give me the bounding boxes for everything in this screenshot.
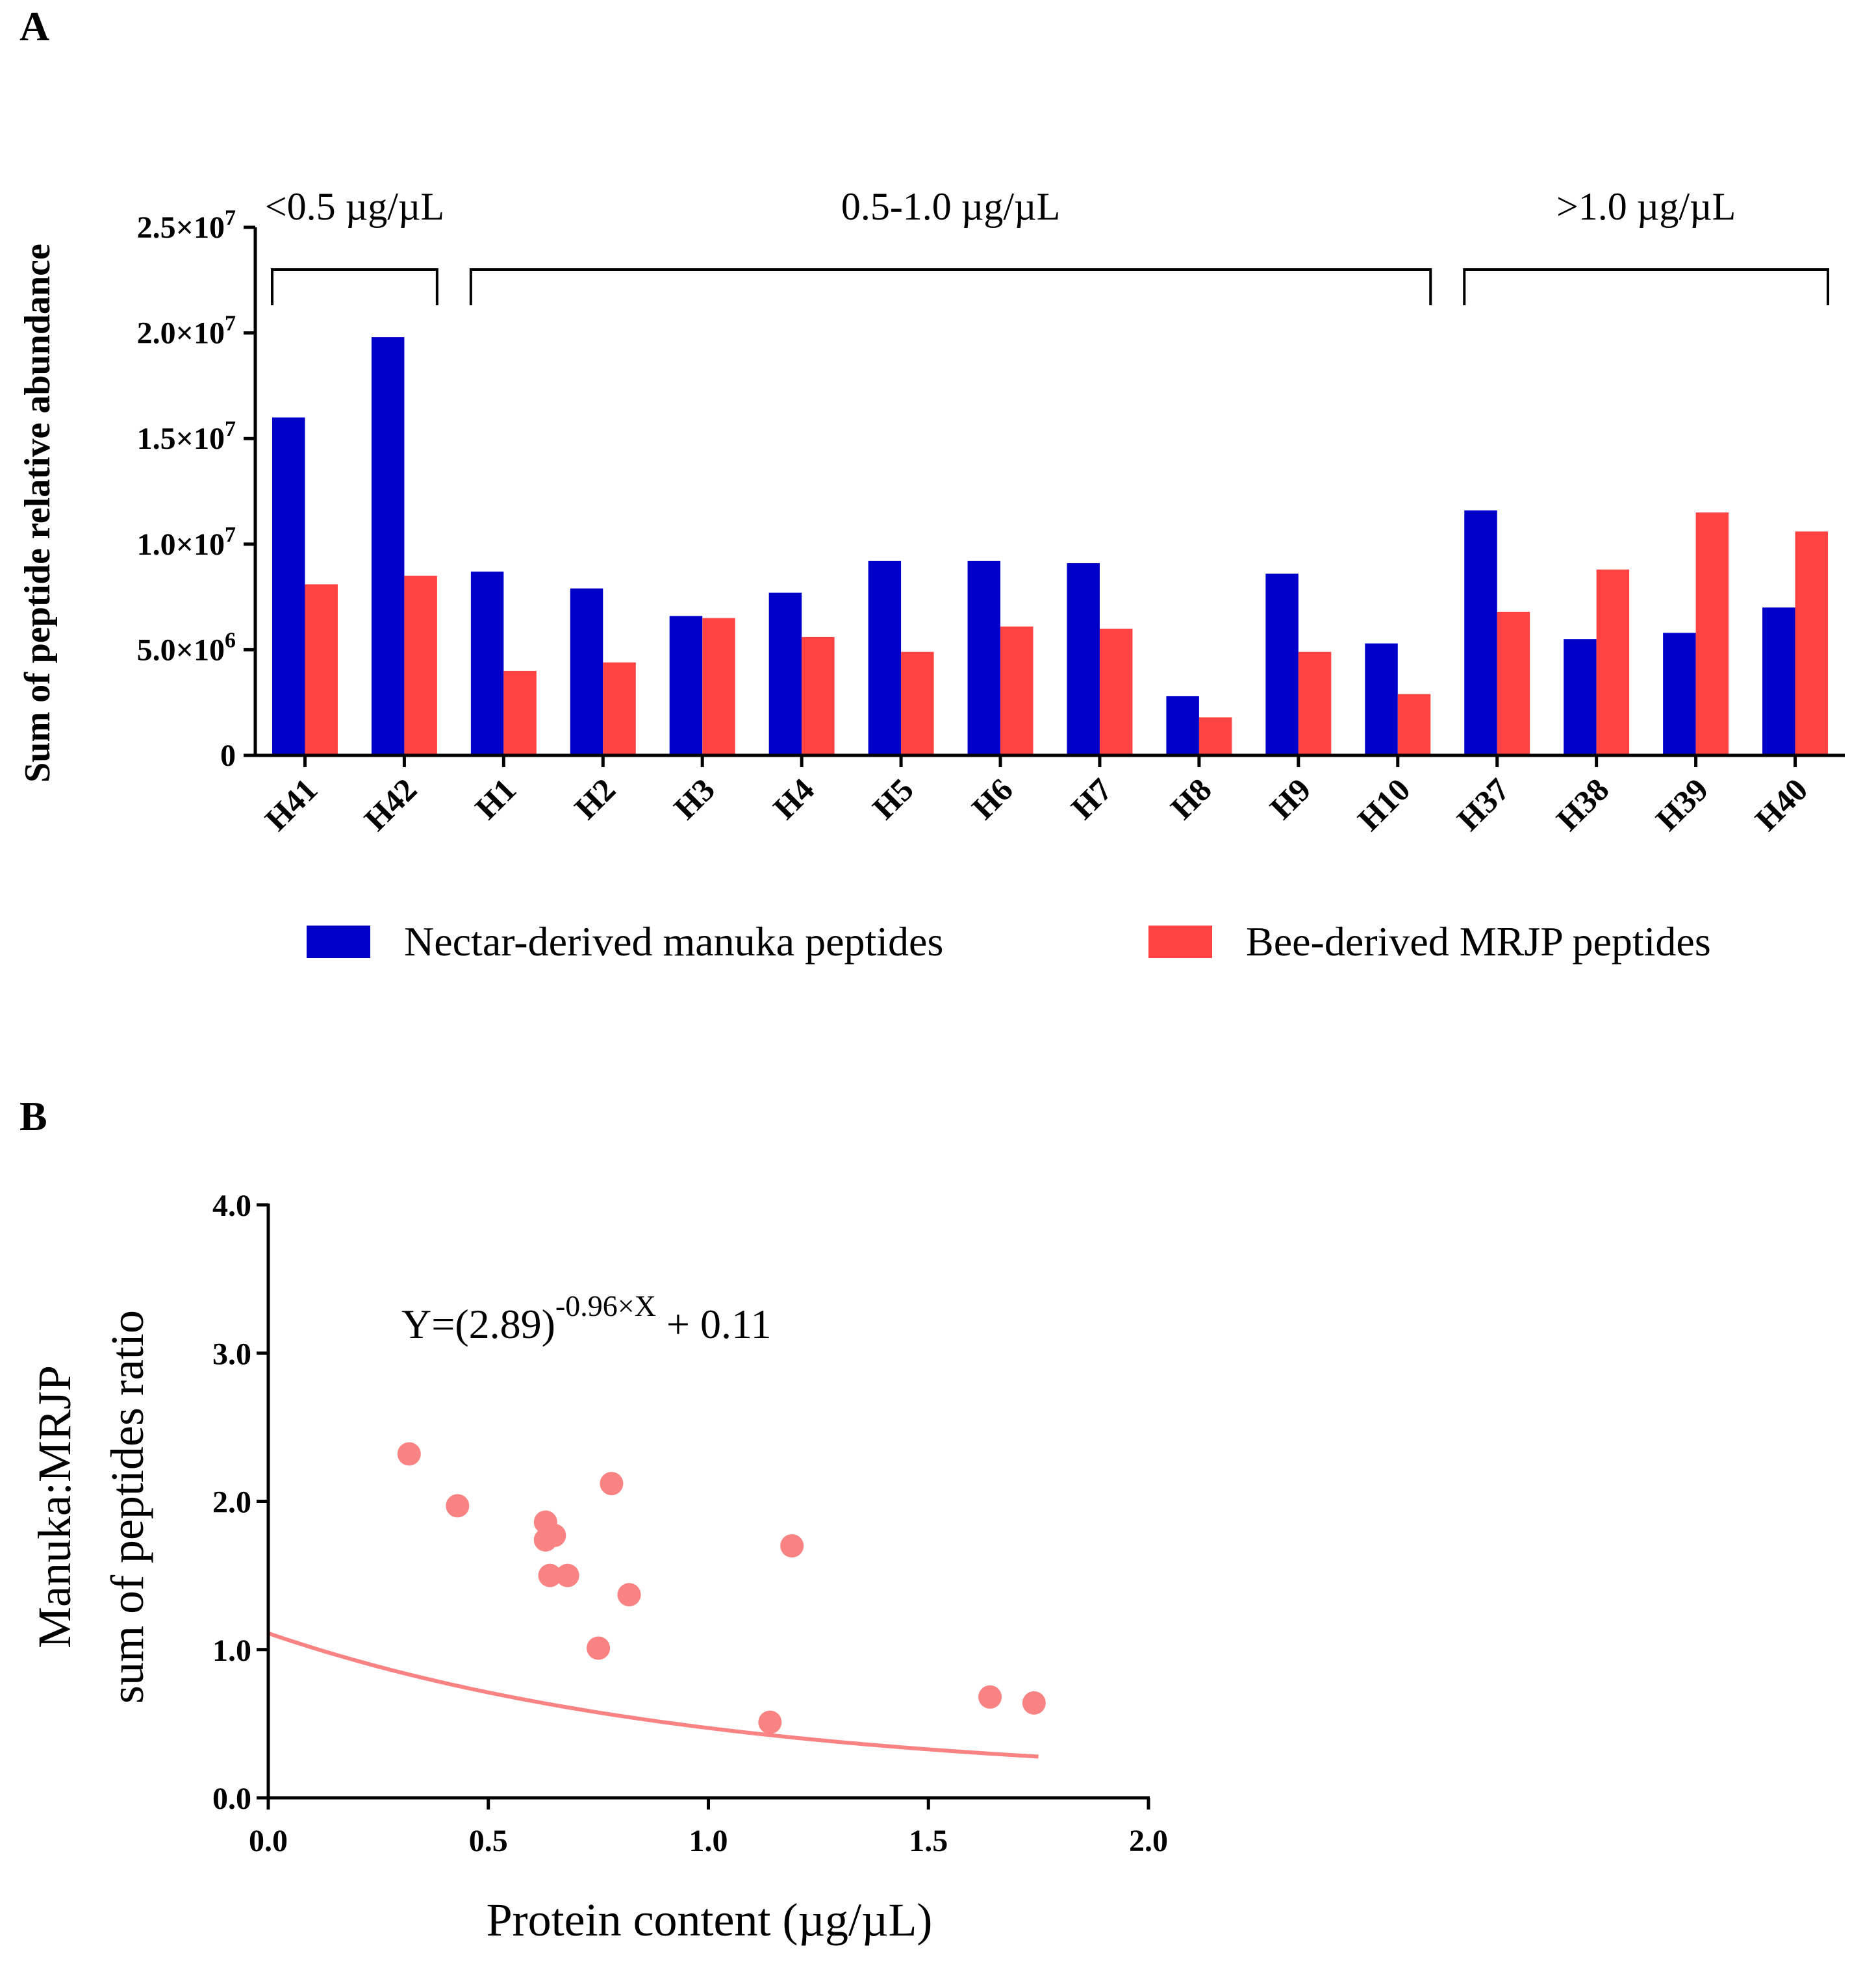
data-point-11 [758,1710,782,1734]
category-label-h42: H42 [357,771,424,837]
group-bracket-1 [469,268,1432,305]
legend-label-1: Bee-derived MRJP peptides [1246,918,1711,965]
bar-manuka-h8 [1166,696,1199,755]
x-tick-label-b: 1.5 [909,1824,948,1858]
fit-curve [268,1631,1039,1759]
bar-manuka-h1 [470,572,504,755]
data-point-8 [617,1583,641,1607]
legend-swatch-0 [307,926,370,958]
y-tick-label-b: 4.0 [212,1189,251,1223]
bar-manuka-h7 [1067,563,1100,755]
bar-mrjp-h37 [1497,611,1530,755]
bar-chart: 0 5.0×106 1.0×107 1.5×107 2.0×107 2.5×107 H41 H… [137,185,1845,965]
bar-manuka-h3 [669,616,703,755]
y-axis-title-b-line1: Manuka:MRJP [29,1365,81,1648]
x-tick-label-b: 0.5 [469,1824,508,1858]
y-tick-label-b: 0.0 [212,1782,251,1816]
y-tick-label-a: 2.0×107 [137,312,236,351]
bar-mrjp-h2 [603,662,636,755]
bar-manuka-h6 [967,561,1001,755]
bar-manuka-h2 [570,588,603,755]
y-axis-title-a: Sum of peptide relative abundance [18,244,58,783]
y-tick-label-b: 1.0 [212,1634,251,1668]
bar-manuka-h39 [1663,633,1696,755]
category-label-h5: H5 [865,771,920,826]
y-tick-label-b: 3.0 [212,1337,251,1371]
category-label-h41: H41 [258,771,324,837]
group-bracket-0 [270,268,438,305]
bar-manuka-h38 [1564,639,1597,755]
legend-swatch-1 [1148,926,1212,958]
data-point-9 [587,1636,611,1660]
category-label-h3: H3 [666,771,722,826]
y-axis-title-b-line2: sum of peptides ratio [101,1310,153,1704]
bar-mrjp-h42 [404,575,437,755]
bar-manuka-h37 [1464,510,1497,755]
y-tick-label-a: 1.5×107 [137,417,236,456]
y-tick-label-a: 2.5×107 [137,206,236,245]
category-label-h1: H1 [468,771,523,826]
bar-mrjp-h38 [1596,569,1630,755]
category-label-h40: H40 [1748,771,1814,837]
scatter-chart: 0.0 1.0 2.0 3.0 4.0 0.0 0.5 1.0 1.5 2.0 Y=(2.89)-0… [212,1189,1168,1858]
category-label-h2: H2 [567,771,622,826]
x-tick-label-b: 1.0 [689,1824,728,1858]
data-point-12 [978,1685,1002,1709]
bar-manuka-h10 [1365,643,1398,755]
bar-mrjp-h40 [1795,531,1829,755]
bar-manuka-h41 [272,417,305,755]
bar-mrjp-h5 [901,651,934,755]
category-label-h6: H6 [965,771,1020,826]
group-label-0: <0.5 µg/µL [265,185,444,228]
legend-label-0: Nectar-derived manuka peptides [404,918,943,965]
data-point-7 [600,1472,624,1496]
data-point-4 [542,1523,566,1547]
x-tick-label-b: 0.0 [249,1824,288,1858]
category-label-h8: H8 [1163,771,1219,826]
bar-manuka-h9 [1265,574,1299,755]
data-point-13 [1022,1691,1046,1715]
group-bracket-2 [1463,268,1829,305]
group-label-2: >1.0 µg/µL [1556,185,1736,228]
category-label-h10: H10 [1350,771,1417,837]
bar-mrjp-h9 [1298,651,1332,755]
bar-mrjp-h3 [702,618,735,755]
bar-mrjp-h6 [1000,626,1033,755]
category-label-h38: H38 [1549,771,1616,837]
bar-mrjp-h39 [1695,512,1729,755]
data-point-10 [780,1533,804,1558]
bar-manuka-h42 [371,337,405,755]
group-label-1: 0.5-1.0 µg/µL [841,185,1060,228]
bar-manuka-h5 [868,561,902,755]
bar-mrjp-h10 [1397,694,1431,755]
bar-mrjp-h1 [503,670,537,755]
category-label-h9: H9 [1263,771,1318,826]
data-point-0 [397,1442,421,1466]
x-axis-title-b: Protein content (µg/µL) [487,1894,933,1946]
data-point-5 [538,1563,562,1587]
bar-mrjp-h8 [1198,717,1232,755]
bar-mrjp-h41 [305,584,338,755]
bar-mrjp-h4 [802,637,835,755]
category-label-h7: H7 [1064,771,1119,826]
bar-manuka-h40 [1762,607,1795,755]
y-tick-label-a: 5.0×106 [137,628,236,667]
panel-label-b: B [19,1093,47,1139]
panel-label-a: A [19,3,49,49]
category-label-h37: H37 [1450,771,1516,837]
bar-mrjp-h7 [1099,628,1133,755]
category-label-h4: H4 [766,771,821,826]
y-tick-label-a: 0 [220,738,236,773]
x-tick-label-b: 2.0 [1129,1824,1168,1858]
category-label-h39: H39 [1649,771,1715,837]
y-tick-label-b: 2.0 [212,1485,251,1520]
bar-manuka-h4 [768,592,802,755]
y-tick-label-a: 1.0×107 [137,523,236,562]
data-point-1 [446,1494,470,1518]
data-point-6 [555,1563,579,1587]
fit-equation: Y=(2.89)-0.96×X + 0.11 [401,1289,772,1347]
